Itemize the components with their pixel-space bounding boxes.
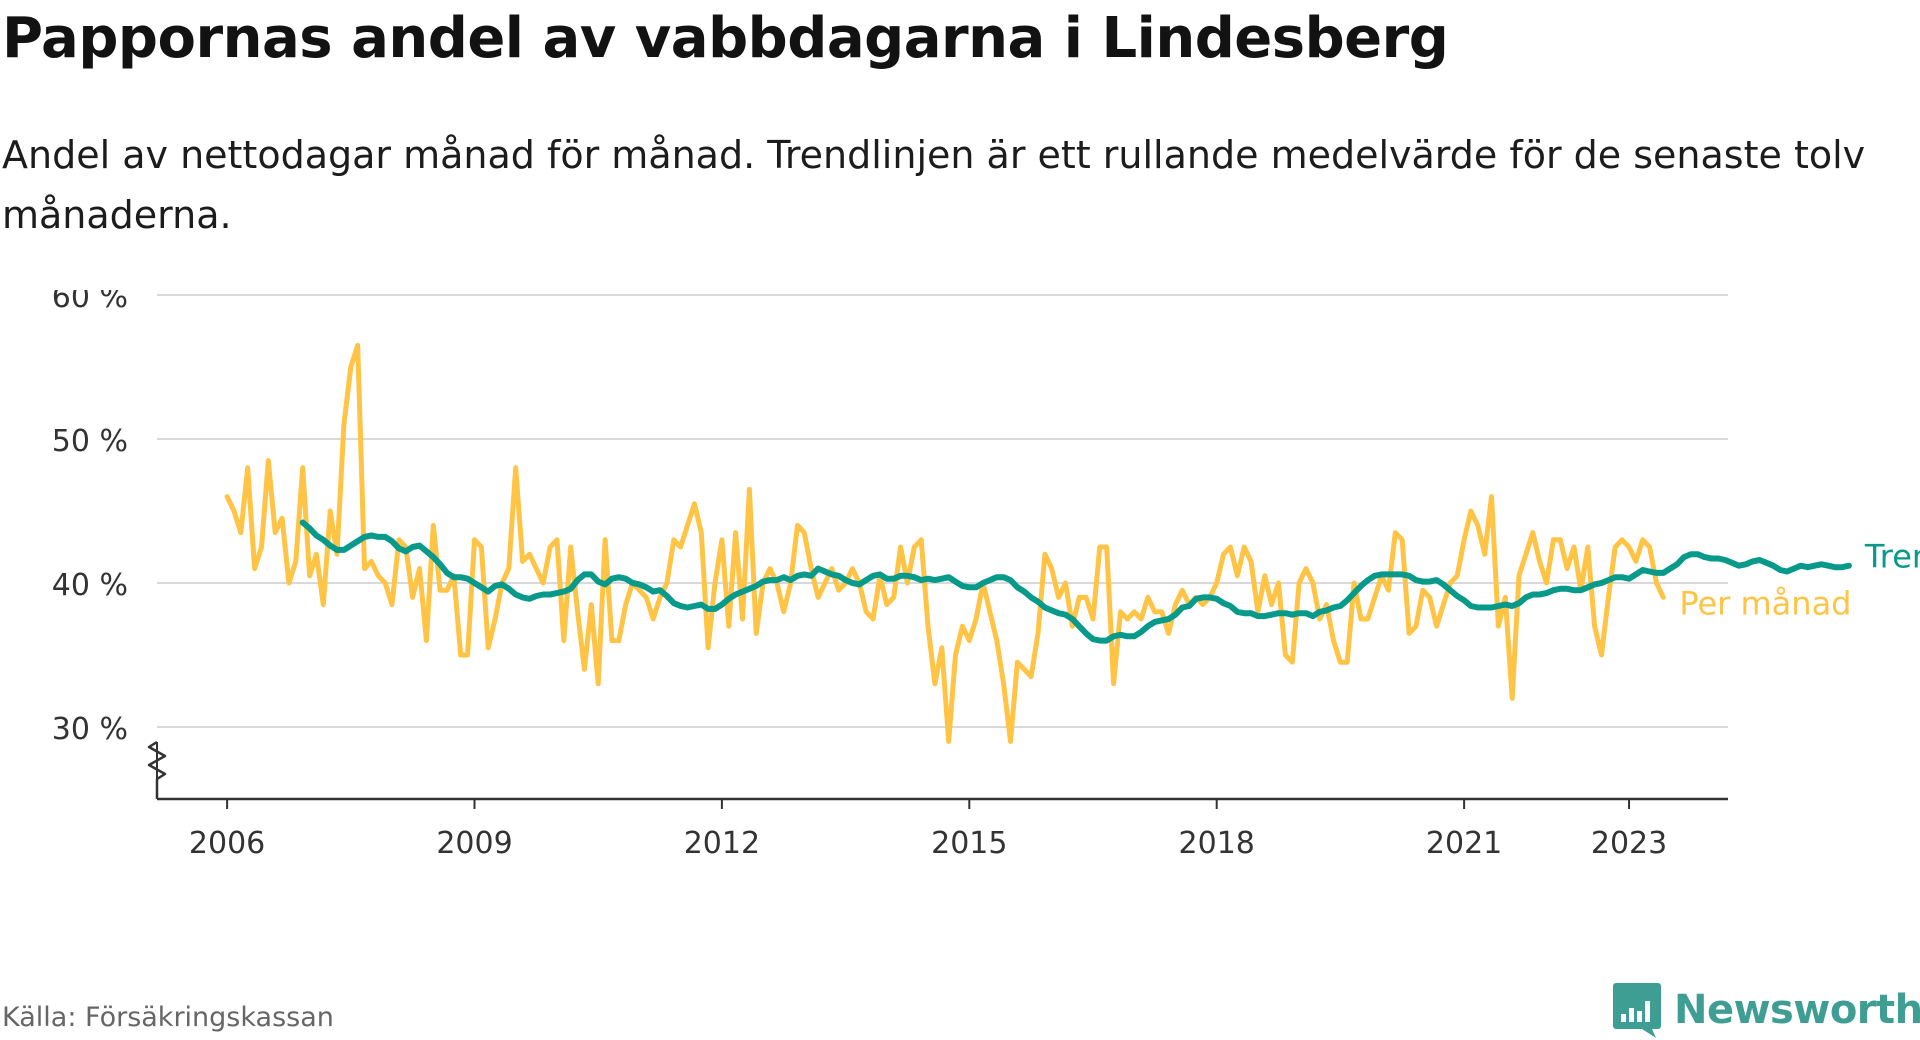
y-tick-label: 40 % [52,568,128,603]
y-tick-label: 60 % [52,290,128,315]
x-tick-label: 2006 [189,826,265,861]
chart-title: Pappornas andel av vabbdagarna i Lindesb… [2,6,1449,71]
bar-chart-logo-icon [1613,983,1661,1038]
line-chart: 30 % 40 % 50 % 60 % 2006 2009 2012 2015 2018 2021… [52,290,1920,861]
x-tick-label: 2012 [684,826,760,861]
y-tick-label: 30 % [52,712,128,747]
brand-name: Newsworthy [1674,987,1920,1033]
x-tick-label: 2023 [1591,826,1667,861]
source-note: Källa: Försäkringskassan [2,1002,334,1033]
x-tick-label: 2009 [436,826,512,861]
chart-subtitle: Andel av nettodagar månad för månad. Tre… [2,133,1866,237]
axis-break-icon [147,740,167,799]
legend-label-per-manad: Per månad [1679,584,1851,622]
x-tick-label: 2015 [931,826,1007,861]
x-tick-label: 2018 [1179,826,1255,861]
series-line-trend [299,519,1852,644]
legend-label-trend: Trend [1864,538,1920,576]
newsworthy-logo[interactable]: Newsworthy [1612,980,1920,1040]
series-line-per-manad [224,342,1666,744]
x-tick-label: 2021 [1426,826,1502,861]
y-tick-label: 50 % [52,424,128,459]
